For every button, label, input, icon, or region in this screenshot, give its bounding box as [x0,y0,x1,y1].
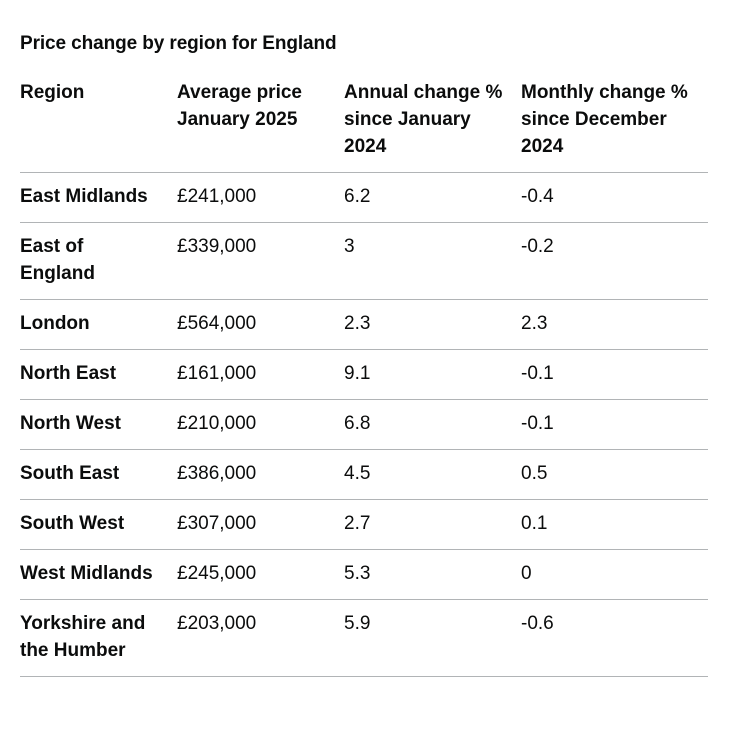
region-cell: East of England [20,222,177,300]
annual-change-cell: 6.2 [344,172,521,223]
annual-change-cell: 3 [344,222,521,300]
header-annual-change: Annual change % since January 2024 [344,79,521,173]
monthly-change-cell: 0 [521,549,708,600]
table-row: South East £386,000 4.5 0.5 [20,449,708,500]
table-row: Yorkshire and the Humber £203,000 5.9 -0… [20,599,708,677]
region-cell: West Midlands [20,549,177,600]
monthly-change-cell: 0.1 [521,499,708,550]
monthly-change-cell: -0.1 [521,399,708,450]
monthly-change-cell: 0.5 [521,449,708,500]
header-row: Region Average price January 2025 Annual… [20,79,708,173]
table-body: East Midlands £241,000 6.2 -0.4 East of … [20,172,708,677]
monthly-change-cell: -0.6 [521,599,708,677]
table-row: South West £307,000 2.7 0.1 [20,499,708,550]
region-cell: Yorkshire and the Humber [20,599,177,677]
annual-change-cell: 5.3 [344,549,521,600]
monthly-change-cell: -0.1 [521,349,708,400]
region-cell: South West [20,499,177,550]
price-cell: £339,000 [177,222,344,300]
region-cell: North West [20,399,177,450]
table-row: East Midlands £241,000 6.2 -0.4 [20,172,708,223]
header-region: Region [20,79,177,173]
annual-change-cell: 6.8 [344,399,521,450]
annual-change-cell: 4.5 [344,449,521,500]
price-table-section: Price change by region for England Regio… [20,33,708,677]
price-cell: £203,000 [177,599,344,677]
table-row: East of England £339,000 3 -0.2 [20,222,708,300]
table-row: North West £210,000 6.8 -0.1 [20,399,708,450]
monthly-change-cell: -0.4 [521,172,708,223]
header-average-price: Average price January 2025 [177,79,344,173]
annual-change-cell: 2.7 [344,499,521,550]
price-cell: £564,000 [177,299,344,350]
table-row: West Midlands £245,000 5.3 0 [20,549,708,600]
table-row: London £564,000 2.3 2.3 [20,299,708,350]
price-change-table: Region Average price January 2025 Annual… [20,79,708,677]
annual-change-cell: 9.1 [344,349,521,400]
price-cell: £245,000 [177,549,344,600]
monthly-change-cell: 2.3 [521,299,708,350]
region-cell: London [20,299,177,350]
region-cell: North East [20,349,177,400]
header-monthly-change: Monthly change % since December 2024 [521,79,708,173]
annual-change-cell: 2.3 [344,299,521,350]
price-cell: £241,000 [177,172,344,223]
annual-change-cell: 5.9 [344,599,521,677]
region-cell: South East [20,449,177,500]
price-cell: £307,000 [177,499,344,550]
table-row: North East £161,000 9.1 -0.1 [20,349,708,400]
price-cell: £386,000 [177,449,344,500]
monthly-change-cell: -0.2 [521,222,708,300]
table-header: Region Average price January 2025 Annual… [20,79,708,173]
price-cell: £210,000 [177,399,344,450]
table-caption: Price change by region for England [20,33,337,54]
price-cell: £161,000 [177,349,344,400]
region-cell: East Midlands [20,172,177,223]
